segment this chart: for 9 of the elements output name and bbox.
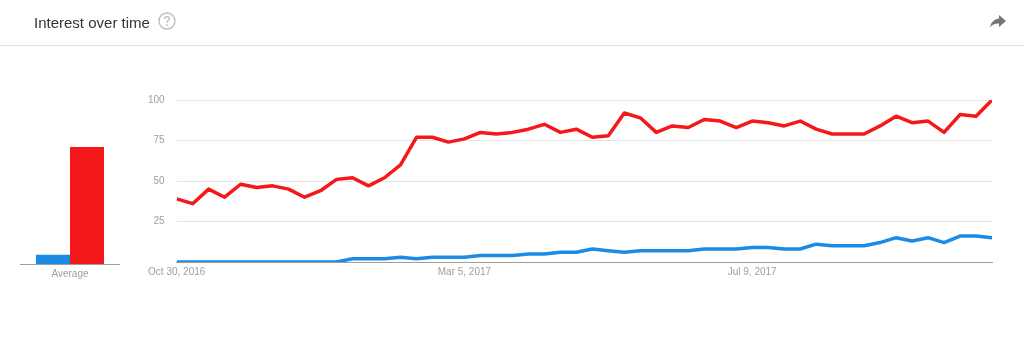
y-tick-label: 50 (153, 174, 166, 186)
x-tick-label: Average (51, 267, 89, 279)
y-tick-label: 100 (148, 93, 166, 105)
y-tick-label: 25 (153, 215, 166, 227)
y-tick-label: 75 (153, 134, 166, 146)
x-tick-label: Jul 9, 2017 (727, 265, 778, 277)
chart-title: Interest over time (34, 14, 150, 31)
x-tick-label: Mar 5, 2017 (437, 265, 492, 277)
x-tick-label: Oct 30, 2016 (148, 265, 206, 277)
